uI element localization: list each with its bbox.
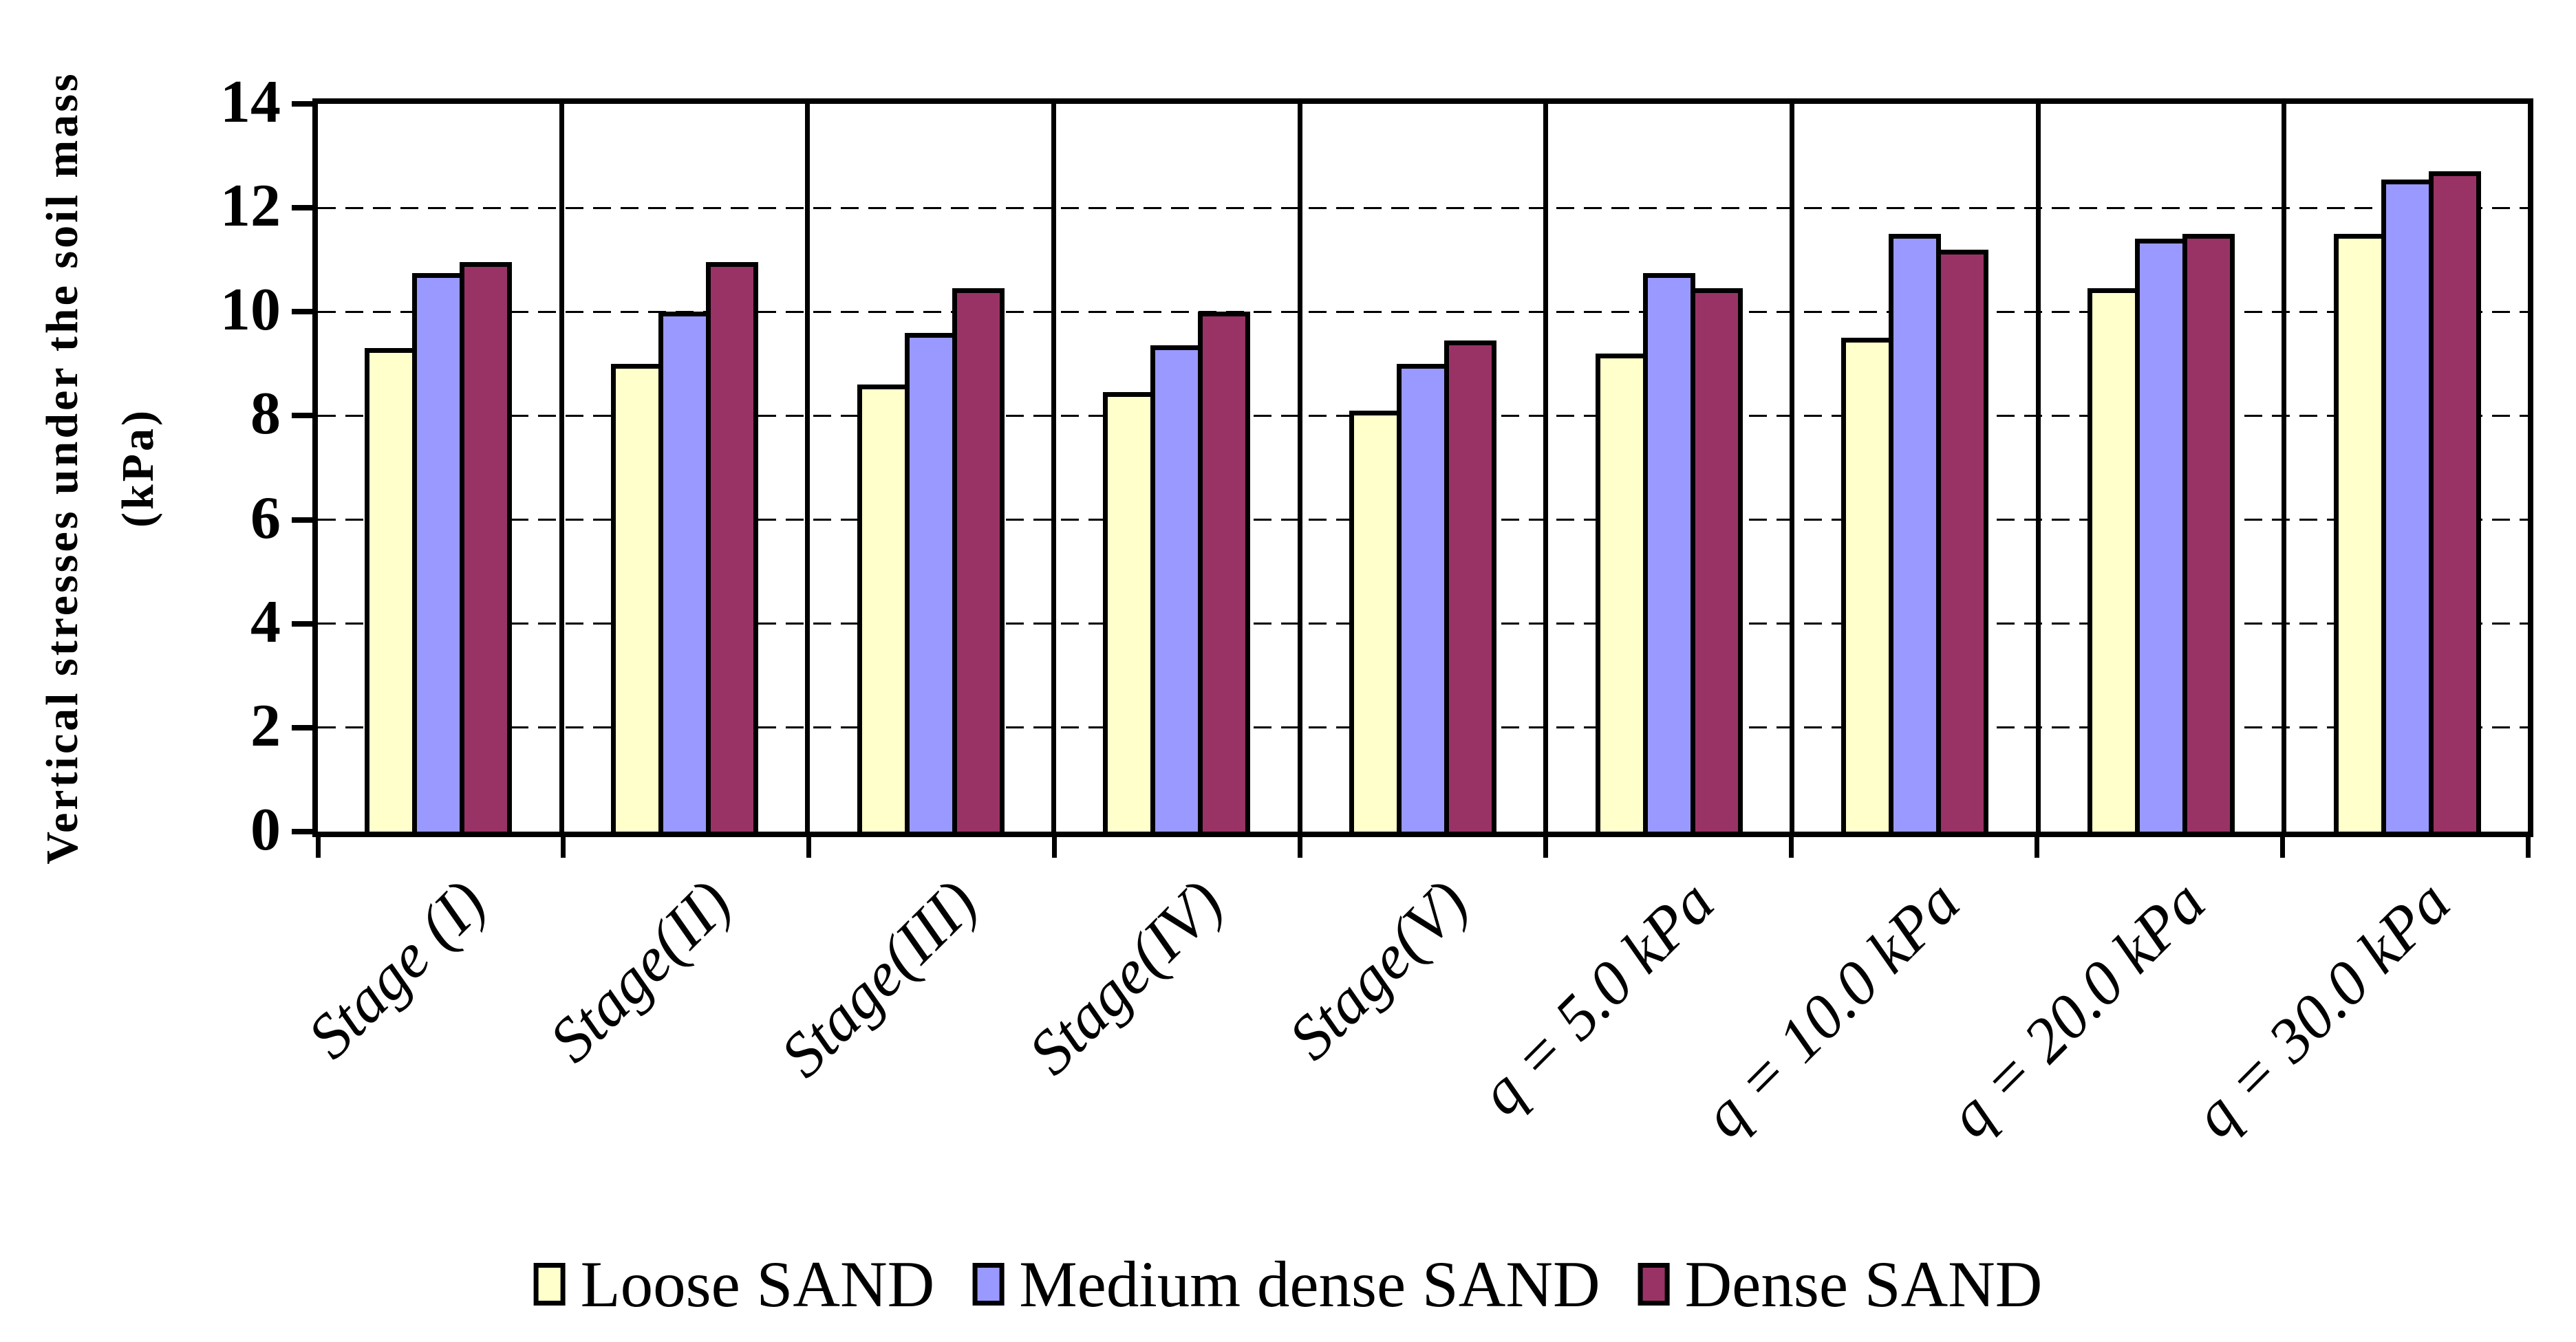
x-axis-label: q = 10.0 kPa xyxy=(1688,866,1973,1151)
bar-group xyxy=(1794,234,2036,832)
bar xyxy=(412,273,465,832)
y-axis-tick xyxy=(292,517,318,523)
x-axis-tick xyxy=(1052,832,1058,858)
bar xyxy=(1150,345,1203,832)
bar xyxy=(460,262,513,832)
bar xyxy=(1642,273,1695,832)
bar xyxy=(857,385,910,832)
x-axis-label: Stage(II) xyxy=(536,866,745,1076)
bar xyxy=(1889,234,1942,832)
x-axis-label: Stage (I) xyxy=(294,866,500,1072)
x-axis-tick xyxy=(315,832,321,858)
y-axis-title: Vertical stresses under the soil mass (k… xyxy=(25,21,176,915)
bar xyxy=(1690,288,1743,832)
bar xyxy=(611,364,663,832)
legend-item: Loose SAND xyxy=(533,1246,935,1322)
bar xyxy=(1349,411,1402,832)
bar xyxy=(2428,171,2481,832)
plot-area xyxy=(312,98,2533,837)
category-panel xyxy=(2041,104,2287,832)
legend-swatch-icon xyxy=(972,1263,1005,1306)
x-axis-label: Stage(IV) xyxy=(1014,866,1236,1088)
y-axis-tick-label: 2 xyxy=(250,692,281,759)
bar xyxy=(1103,392,1156,832)
bar xyxy=(1841,338,1894,832)
bar xyxy=(2087,288,2140,832)
bar xyxy=(1397,364,1450,832)
category-panel xyxy=(1056,104,1302,832)
x-axis-tick xyxy=(2525,832,2531,858)
bar xyxy=(658,312,711,832)
bar xyxy=(2182,234,2235,832)
bar-group xyxy=(1548,273,1790,832)
x-axis-tick xyxy=(1788,832,1794,858)
category-panel xyxy=(564,104,811,832)
x-axis-tick xyxy=(806,832,812,858)
bar xyxy=(2381,180,2434,832)
x-axis-tick xyxy=(1298,832,1303,858)
y-axis-tick xyxy=(292,620,318,627)
legend: Loose SAND Medium dense SAND Dense SAND xyxy=(533,1246,2043,1322)
gridline xyxy=(318,310,2528,313)
gridline xyxy=(318,206,2528,209)
bar xyxy=(904,333,957,832)
y-axis-tick-label: 6 xyxy=(250,484,281,552)
legend-item: Medium dense SAND xyxy=(972,1246,1600,1322)
y-axis-tick xyxy=(292,205,318,211)
x-axis-label: Stage(V) xyxy=(1275,866,1482,1073)
category-panel xyxy=(1302,104,1549,832)
legend-item: Dense SAND xyxy=(1638,1246,2043,1322)
y-axis-tick xyxy=(292,724,318,730)
bar xyxy=(952,288,1005,832)
category-panel xyxy=(2286,104,2528,832)
category-panel xyxy=(1794,104,2041,832)
y-axis-tick-label: 14 xyxy=(220,69,281,136)
bar xyxy=(2135,239,2188,832)
x-axis-tick xyxy=(1543,832,1548,858)
y-axis-tick xyxy=(292,101,318,107)
y-axis-tick xyxy=(292,413,318,419)
bar xyxy=(1198,312,1251,832)
bar-group xyxy=(1056,312,1298,832)
bar xyxy=(365,348,418,832)
bar xyxy=(2333,234,2386,832)
category-panels xyxy=(318,104,2528,832)
legend-label: Medium dense SAND xyxy=(1019,1248,1600,1321)
category-panel xyxy=(810,104,1057,832)
bar xyxy=(1936,250,1989,832)
bar-group xyxy=(1302,340,1544,832)
y-axis-tick-label: 12 xyxy=(220,173,281,240)
y-axis-tick xyxy=(292,829,318,834)
bar-group xyxy=(564,262,806,832)
x-axis-label: q = 5.0 kPa xyxy=(1466,866,1727,1128)
y-axis-title-line1: Vertical stresses under the soil mass xyxy=(37,71,87,865)
legend-swatch-icon xyxy=(1638,1263,1670,1306)
y-axis-tick xyxy=(292,309,318,315)
x-axis-label: q = 20.0 kPa xyxy=(1934,866,2218,1151)
y-axis-tick-label: 4 xyxy=(250,588,281,656)
bar xyxy=(1595,354,1648,832)
bar xyxy=(706,262,758,832)
y-axis-tick-label: 10 xyxy=(220,277,281,344)
y-axis-tick-label: 8 xyxy=(250,380,281,448)
x-axis-tick xyxy=(2279,832,2285,858)
x-axis-label: Stage(III) xyxy=(766,866,991,1090)
x-axis-tick xyxy=(2034,832,2039,858)
bar-group xyxy=(318,262,559,832)
bar-group xyxy=(810,288,1051,832)
y-axis-tick-label: 0 xyxy=(250,797,281,863)
bar-group xyxy=(2286,171,2528,832)
x-axis-tick xyxy=(561,832,566,858)
x-axis-label: q = 30.0 kPa xyxy=(2180,866,2464,1151)
legend-label: Dense SAND xyxy=(1684,1248,2043,1321)
legend-label: Loose SAND xyxy=(580,1248,935,1321)
category-panel xyxy=(1548,104,1795,832)
legend-swatch-icon xyxy=(533,1263,566,1306)
category-panel xyxy=(318,104,564,832)
bar xyxy=(1444,340,1497,832)
bar-group xyxy=(2041,234,2282,832)
